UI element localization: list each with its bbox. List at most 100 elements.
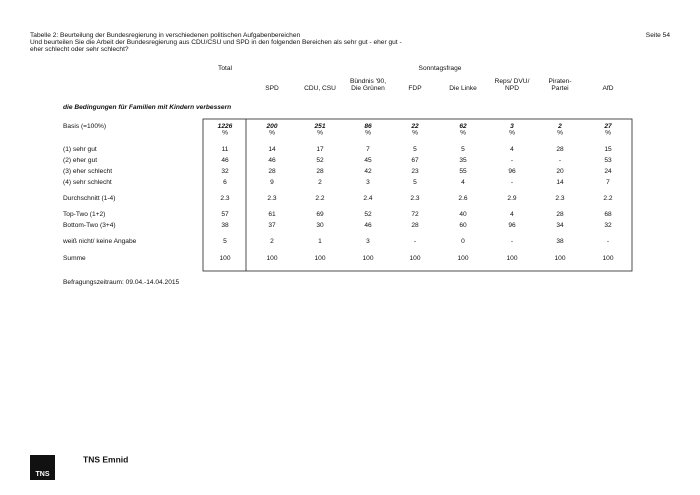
question: eher schlecht oder sehr schlecht? — [30, 46, 129, 53]
basis-value: 2 — [557, 123, 562, 130]
column-header: Reps/ DVU/ — [495, 78, 530, 85]
cell: 23 — [411, 168, 419, 175]
title: Tabelle 2: Beurteilung der Bundesregieru… — [30, 32, 300, 39]
cell: - — [607, 238, 609, 245]
basis-value: 86 — [364, 123, 372, 130]
column-header: AfD — [603, 85, 614, 92]
cell: 20 — [556, 168, 564, 175]
cell: - — [511, 238, 513, 245]
cell: 96 — [508, 222, 516, 229]
cell: 15 — [604, 146, 612, 153]
cell: 28 — [268, 168, 276, 175]
cell: 5 — [413, 146, 417, 153]
cell: 100 — [219, 255, 230, 262]
cell: 2 — [318, 179, 322, 186]
cell: 6 — [223, 179, 227, 186]
cell: 67 — [411, 157, 419, 164]
cell: 52 — [364, 211, 372, 218]
cell: 9 — [270, 179, 274, 186]
cell: 2.9 — [507, 195, 516, 202]
cell: 5 — [413, 179, 417, 186]
column-header: Bündnis '90, — [350, 78, 386, 85]
cell: 52 — [316, 157, 324, 164]
cell: 3 — [366, 179, 370, 186]
basis-value: 1226 — [218, 123, 233, 130]
cell: 28 — [556, 211, 564, 218]
cell: 32 — [221, 168, 229, 175]
cell: 42 — [364, 168, 372, 175]
column-header: Piraten- — [548, 78, 571, 85]
cell: 34 — [556, 222, 564, 229]
column-header: Die Linke — [449, 85, 477, 92]
cell: 2.4 — [363, 195, 372, 202]
cell: 24 — [604, 168, 612, 175]
cell: 60 — [459, 222, 467, 229]
basis-unit: % — [412, 129, 418, 136]
section-title: die Bedingungen für Familien mit Kindern… — [63, 104, 231, 111]
cell: 2.2 — [603, 195, 612, 202]
question: Und beurteilen Sie die Arbeit der Bundes… — [30, 39, 402, 46]
cell: 2 — [270, 238, 274, 245]
cell: 2.3 — [555, 195, 564, 202]
basis-unit: % — [365, 129, 371, 136]
row-label: (1) sehr gut — [63, 146, 97, 153]
column-header: SPD — [265, 85, 279, 92]
basis-value: 251 — [313, 123, 325, 130]
cell: 45 — [364, 157, 372, 164]
cell: 2.3 — [267, 195, 276, 202]
cell: 69 — [316, 211, 324, 218]
basis-unit: % — [317, 129, 323, 136]
cell: 37 — [268, 222, 276, 229]
cell: 100 — [266, 255, 277, 262]
basis-unit: % — [605, 129, 611, 136]
cell: 61 — [268, 211, 276, 218]
cell: 14 — [268, 146, 276, 153]
basis-unit: % — [460, 129, 466, 136]
cell: 100 — [409, 255, 420, 262]
cell: 4 — [510, 146, 514, 153]
cell: 68 — [604, 211, 612, 218]
cell: 57 — [221, 211, 229, 218]
basis-unit: % — [557, 129, 563, 136]
basis-value: 200 — [265, 123, 277, 130]
basis-value: 27 — [603, 123, 612, 130]
row-label: Durchschnitt (1-4) — [63, 195, 115, 202]
page-number: Seite 54 — [646, 32, 671, 39]
cell: - — [511, 179, 513, 186]
brand: TNS Emnid — [83, 454, 128, 464]
cell: 46 — [364, 222, 372, 229]
cell: 40 — [459, 211, 467, 218]
cell: 38 — [221, 222, 229, 229]
cell: 100 — [314, 255, 325, 262]
row-label: Basis (=100%) — [63, 123, 106, 130]
cell: 2.6 — [458, 195, 467, 202]
cell: 28 — [556, 146, 564, 153]
basis-unit: % — [222, 129, 228, 136]
cell: 0 — [461, 238, 465, 245]
basis-value: 22 — [410, 123, 419, 130]
cell: 53 — [604, 157, 612, 164]
column-header: Die Grünen — [351, 85, 385, 92]
group-header: Sonntagsfrage — [419, 65, 462, 72]
column-header: NPD — [505, 85, 519, 92]
cell: 96 — [508, 168, 516, 175]
column-header: FDP — [408, 85, 422, 92]
cell: 14 — [556, 179, 564, 186]
row-label: (4) sehr schlecht — [63, 179, 112, 186]
cell: 4 — [461, 179, 465, 186]
group-header: Total — [218, 65, 232, 72]
cell: 32 — [604, 222, 612, 229]
cell: 1 — [318, 238, 322, 245]
cell: 5 — [461, 146, 465, 153]
cell: 46 — [221, 157, 229, 164]
row-label: (3) eher schlecht — [63, 168, 112, 175]
cell: 55 — [459, 168, 467, 175]
table-box — [202, 118, 633, 272]
basis-value: 62 — [459, 123, 467, 130]
logo-text: TNS — [36, 471, 50, 478]
footnote: Befragungszeitraum: 09.04.-14.04.2015 — [63, 279, 180, 286]
cell: 7 — [366, 146, 370, 153]
cell: 38 — [556, 238, 564, 245]
cell: - — [511, 157, 513, 164]
